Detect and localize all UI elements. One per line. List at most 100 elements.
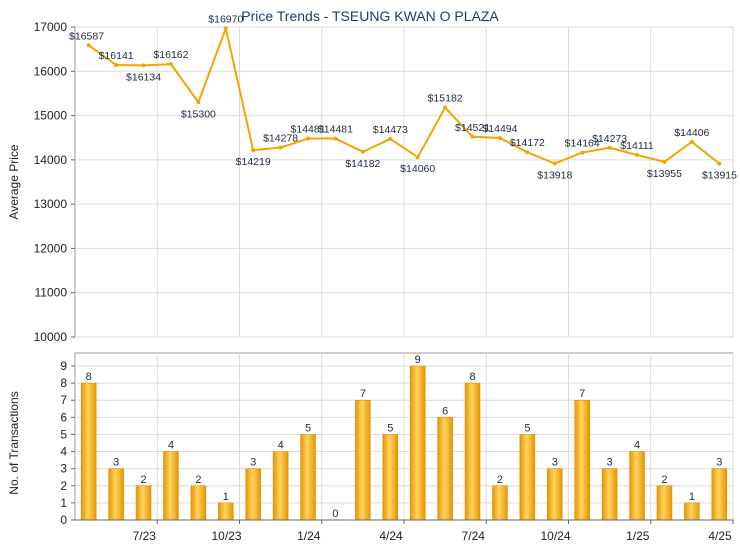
x-tick-label: 1/24 bbox=[297, 529, 321, 543]
bar-data-label: 3 bbox=[716, 457, 722, 469]
y-tick-label: 16000 bbox=[34, 64, 68, 78]
price-point bbox=[580, 150, 585, 155]
bar-data-label: 2 bbox=[661, 474, 667, 486]
price-data-label: $15182 bbox=[428, 93, 463, 105]
price-data-label: $16587 bbox=[69, 30, 104, 42]
price-line-chart: 10000 11000 12000 13000 14000 15000 16000 17000… bbox=[7, 13, 737, 344]
price-point bbox=[333, 136, 338, 141]
transaction-bar bbox=[272, 451, 289, 521]
price-data-label: $14164 bbox=[565, 138, 600, 150]
price-point bbox=[607, 145, 612, 150]
y-tick-label: 4 bbox=[60, 445, 67, 459]
price-point bbox=[717, 161, 722, 166]
bar-data-label: 7 bbox=[360, 388, 366, 400]
x-tick-label: 1/25 bbox=[626, 529, 650, 543]
price-data-label: $14219 bbox=[236, 156, 271, 168]
transaction-bar bbox=[300, 434, 316, 521]
y-tick-label: 5 bbox=[60, 427, 67, 441]
transaction-bar bbox=[464, 382, 481, 521]
transaction-bar bbox=[108, 468, 124, 521]
price-data-label: $13955 bbox=[647, 168, 682, 180]
price-point bbox=[141, 63, 146, 68]
price-series-line bbox=[88, 27, 720, 165]
price-data-label: $14182 bbox=[345, 158, 380, 170]
bar-data-label: 3 bbox=[113, 457, 119, 469]
price-point bbox=[168, 62, 173, 67]
y-tick-label: 13000 bbox=[34, 197, 68, 211]
bar-data-label: 3 bbox=[552, 457, 558, 469]
transaction-bar bbox=[601, 468, 618, 521]
price-point bbox=[470, 134, 475, 139]
bar-data-label: 9 bbox=[415, 354, 421, 366]
bar-data-label: 2 bbox=[497, 474, 503, 486]
transaction-bar bbox=[684, 502, 700, 521]
transaction-bar bbox=[711, 468, 728, 521]
price-point bbox=[306, 136, 311, 141]
transaction-bar bbox=[135, 485, 152, 521]
y-tick-label: 2 bbox=[60, 479, 67, 493]
bar-data-label: 5 bbox=[305, 422, 311, 434]
transaction-bar bbox=[163, 451, 179, 521]
price-data-label: $14278 bbox=[263, 133, 298, 145]
price-point bbox=[415, 155, 420, 160]
price-data-label: $16141 bbox=[99, 50, 134, 62]
transaction-bar bbox=[574, 399, 590, 521]
bar-data-label: 1 bbox=[223, 491, 229, 503]
price-point bbox=[497, 135, 502, 140]
price-point bbox=[552, 161, 557, 166]
transaction-bar bbox=[409, 365, 426, 521]
x-tick-label: 7/24 bbox=[462, 529, 486, 543]
transaction-bar bbox=[519, 434, 536, 521]
price-data-label: $15300 bbox=[181, 108, 216, 120]
price-point bbox=[662, 159, 667, 164]
y-tick-label: 1 bbox=[60, 496, 67, 510]
bar-data-label: 4 bbox=[168, 440, 174, 452]
price-data-label: $16134 bbox=[126, 71, 161, 83]
y-tick-label: 9 bbox=[60, 359, 67, 373]
bar-data-label: 2 bbox=[195, 474, 201, 486]
transaction-bar bbox=[656, 485, 673, 521]
y-tick-label: 14000 bbox=[34, 153, 68, 167]
price-point bbox=[251, 148, 256, 153]
price-point bbox=[689, 139, 694, 144]
price-data-label: $14172 bbox=[510, 137, 545, 149]
price-data-label: $14481 bbox=[291, 124, 326, 136]
bar-data-label: 2 bbox=[140, 474, 146, 486]
y-axis-title: Average Price bbox=[7, 144, 21, 219]
y-axis-title: No. of Transactions bbox=[7, 391, 21, 494]
price-data-label: $14473 bbox=[373, 124, 408, 136]
bar-data-label: 7 bbox=[579, 388, 585, 400]
price-point bbox=[196, 100, 201, 105]
transaction-bar bbox=[355, 399, 371, 521]
price-point bbox=[360, 149, 365, 154]
bar-data-label: 4 bbox=[278, 440, 284, 452]
y-tick-label: 0 bbox=[60, 513, 67, 527]
transaction-bar bbox=[382, 434, 399, 521]
transaction-bar bbox=[547, 468, 563, 521]
price-point bbox=[86, 43, 91, 48]
transaction-bar bbox=[245, 468, 261, 521]
price-data-label: $14406 bbox=[674, 127, 709, 139]
price-point bbox=[525, 150, 530, 155]
bar-data-label: 0 bbox=[332, 508, 338, 520]
transaction-bar bbox=[629, 451, 645, 521]
y-tick-label: 3 bbox=[60, 462, 67, 476]
transaction-bar bbox=[492, 485, 508, 521]
bar-data-label: 8 bbox=[469, 371, 475, 383]
price-data-label: $13918 bbox=[537, 169, 572, 181]
price-data-label: $14273 bbox=[592, 133, 627, 145]
price-data-label: $16970 bbox=[208, 13, 243, 25]
y-tick-label: 11000 bbox=[35, 286, 68, 300]
chart-title: Price Trends - TSEUNG KWAN O PLAZA bbox=[241, 8, 499, 24]
y-tick-label: 8 bbox=[60, 376, 67, 390]
bar-data-label: 1 bbox=[689, 491, 695, 503]
price-point bbox=[635, 152, 640, 157]
bar-data-label: 6 bbox=[442, 405, 448, 417]
bar-data-label: 5 bbox=[387, 422, 393, 434]
price-point bbox=[223, 26, 228, 31]
transaction-bar bbox=[218, 502, 234, 521]
price-point bbox=[114, 63, 119, 68]
y-tick-label: 6 bbox=[60, 410, 67, 424]
